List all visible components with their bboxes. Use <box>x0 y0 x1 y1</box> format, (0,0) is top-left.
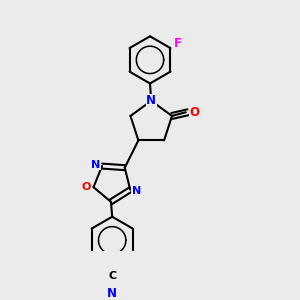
Text: N: N <box>107 287 117 300</box>
Text: O: O <box>189 106 200 119</box>
Text: N: N <box>132 186 141 196</box>
Text: N: N <box>91 160 101 170</box>
Text: C: C <box>108 271 116 281</box>
Text: N: N <box>146 94 156 107</box>
Text: O: O <box>82 182 91 192</box>
Text: F: F <box>174 37 182 50</box>
